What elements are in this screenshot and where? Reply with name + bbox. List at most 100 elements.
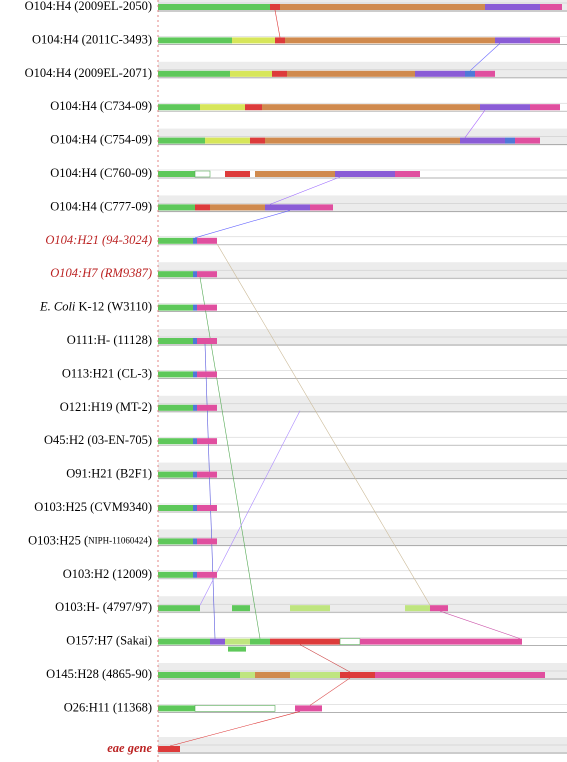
label-part: O103:H25 ( — [28, 533, 88, 547]
lcb-block — [310, 204, 333, 211]
lcb-block — [158, 746, 180, 752]
genome-label: O113:H21 (CL-3) — [62, 366, 152, 380]
lcb-block — [158, 404, 193, 411]
lcb-block — [415, 70, 465, 77]
lcb-block — [290, 672, 340, 678]
lcb-block — [339, 638, 361, 645]
lcb-block — [158, 137, 205, 144]
label-part: O103:H- (4797/97) — [55, 600, 152, 614]
lcb-block — [158, 271, 193, 278]
lcb-block — [193, 404, 197, 411]
connector — [274, 9, 281, 38]
lcb-block — [193, 438, 197, 445]
label-part: O45:H2 (03-EN-705) — [44, 433, 152, 447]
row-band — [158, 262, 567, 280]
connector — [194, 210, 291, 239]
lcb-block — [158, 104, 200, 111]
lcb-block — [225, 638, 250, 645]
lcb-block — [197, 438, 217, 445]
lcb-block — [270, 4, 280, 10]
lcb-block — [158, 672, 240, 678]
lcb-block — [158, 471, 193, 478]
connector — [169, 711, 301, 747]
lcb-block — [197, 237, 217, 244]
genome-label: O104:H4 (C760-09) — [50, 166, 152, 180]
lcb-block — [255, 171, 335, 177]
lcb-block — [225, 171, 250, 177]
genome-label: O104:H7 (RM9387) — [50, 266, 152, 280]
genome-label: O104:H4 (C754-09) — [50, 132, 152, 146]
lcb-block — [340, 672, 375, 678]
genome-label: O145:H28 (4865-90) — [46, 667, 152, 681]
lcb-block — [158, 705, 195, 712]
lcb-block — [275, 37, 285, 44]
lcb-block — [193, 505, 197, 511]
lcb-block — [250, 638, 270, 645]
connector — [269, 176, 341, 205]
label-part: O103:H2 (12009) — [63, 567, 152, 581]
row-band — [158, 462, 567, 480]
lcb-block — [210, 204, 265, 211]
lcb-block — [285, 37, 495, 44]
row-band — [158, 529, 567, 547]
lcb-block — [197, 371, 217, 378]
lcb-block — [375, 672, 545, 678]
label-part: eae gene — [107, 741, 152, 755]
label-part: O111:H- (11128) — [67, 333, 152, 347]
lcb-block — [290, 605, 330, 612]
lcb-block — [158, 605, 200, 612]
row-band — [158, 395, 567, 413]
lcb-block — [158, 237, 193, 244]
genome-label: O26:H11 (11368) — [64, 700, 152, 714]
lcb-block — [158, 204, 195, 211]
lcb-block — [193, 538, 197, 545]
lcb-block — [197, 404, 217, 411]
label-part: O104:H4 (C777-09) — [50, 199, 152, 213]
genome-label: O103:H25 (CVM9340) — [34, 500, 152, 514]
connector — [299, 644, 351, 673]
lcb-block — [232, 37, 275, 44]
lcb-block — [197, 505, 217, 511]
genome-label: O104:H4 (C734-09) — [50, 99, 152, 113]
lcb-block — [195, 204, 210, 211]
lcb-block — [530, 104, 560, 111]
lcb-block — [245, 104, 262, 111]
lcb-block — [158, 304, 193, 311]
connector — [199, 277, 261, 639]
lcb-block — [395, 171, 420, 177]
lcb-block — [193, 338, 197, 344]
lcb-block — [194, 705, 276, 712]
connector — [439, 610, 521, 639]
lcb-block — [515, 137, 540, 144]
label-part: E. Coli — [39, 299, 76, 313]
genome-label: O91:H21 (B2F1) — [66, 466, 152, 480]
lcb-block — [158, 571, 193, 578]
connector — [309, 677, 351, 706]
lcb-block — [193, 471, 197, 478]
lcb-block — [335, 171, 395, 177]
lcb-block — [505, 137, 515, 144]
label-part: O104:H4 (2009EL-2071) — [25, 66, 152, 80]
lcb-block — [158, 638, 210, 645]
lcb-block — [540, 4, 562, 10]
genome-label: O104:H4 (2009EL-2071) — [25, 66, 152, 80]
lcb-block — [193, 371, 197, 378]
lcb-block — [360, 638, 522, 645]
lcb-block — [210, 638, 225, 645]
label-part: O157:H7 (Sakai) — [66, 633, 152, 647]
lcb-block — [230, 70, 272, 77]
lcb-block — [194, 170, 211, 178]
row-band — [158, 329, 567, 346]
genome-label: O121:H19 (MT-2) — [60, 400, 152, 414]
row-band — [158, 596, 567, 614]
label-part: O104:H7 (RM9387) — [50, 266, 152, 280]
row-band — [158, 737, 567, 754]
genome-label: O157:H7 (Sakai) — [66, 633, 152, 647]
label-part: O103:H25 (CVM9340) — [34, 500, 152, 514]
lcb-block — [265, 204, 310, 211]
lcb-block — [232, 605, 250, 612]
lcb-block — [280, 4, 485, 10]
genome-label: O104:H4 (C777-09) — [50, 199, 152, 213]
lcb-block — [205, 137, 250, 144]
